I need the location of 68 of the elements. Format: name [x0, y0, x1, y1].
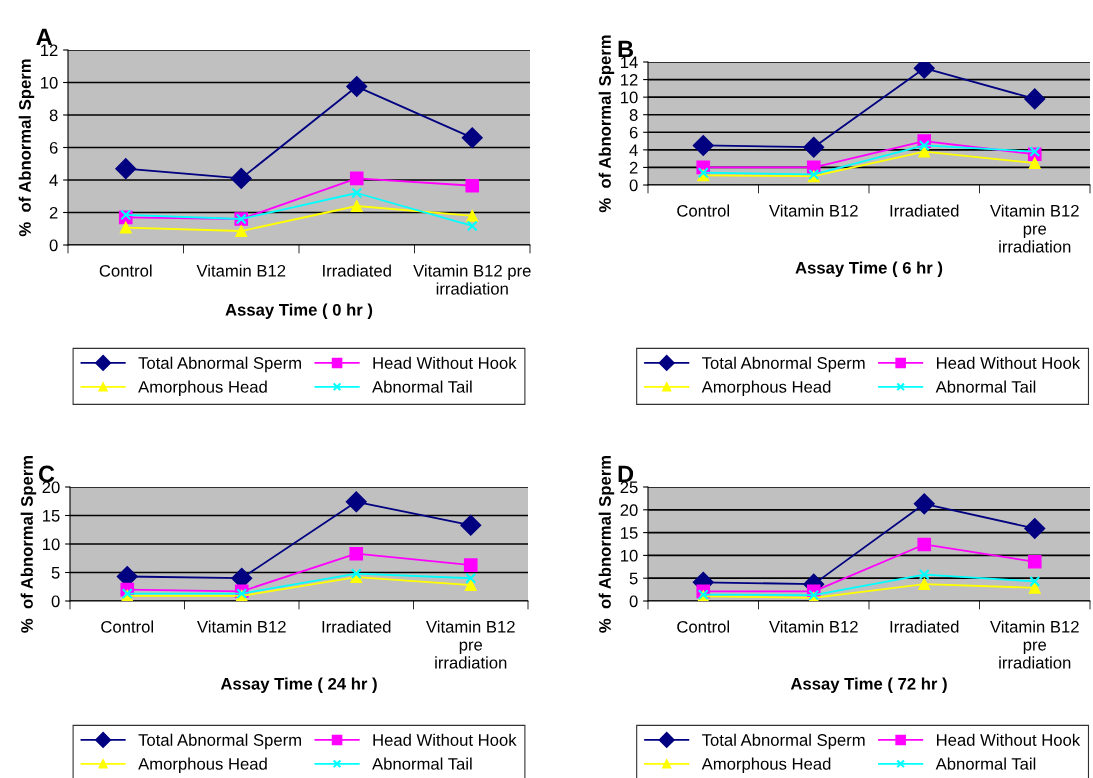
x-tick-label: Vitamin B12: [196, 264, 286, 277]
y-tick-label: 0: [629, 595, 638, 608]
x-tick-label: Vitamin B12: [769, 620, 858, 633]
x-tick-label: Vitamin B12 pre irradiation: [413, 264, 531, 295]
y-tick-label: 14: [621, 56, 638, 69]
y-tick-label: 12: [621, 73, 638, 86]
y-tick-label: 8: [49, 109, 58, 122]
y-tick-label: 20: [42, 481, 60, 494]
legend-label: Amorphous Head: [138, 380, 267, 397]
y-tick-label: 6: [49, 141, 58, 154]
x-tick-label: Control: [677, 204, 729, 217]
x-axis-title: Assay Time ( 24 hr ): [220, 677, 377, 693]
y-tick-label: 0: [629, 179, 638, 192]
y-tick-label: 10: [41, 76, 58, 89]
y-tick-label: 5: [629, 572, 638, 585]
x-tick-label: Irradiated: [323, 264, 391, 277]
x-tick-label: Vitamin B12 pre irradiation: [990, 204, 1079, 253]
x-tick-label: Irradiated: [890, 204, 959, 217]
legend-label: Head Without Hook: [937, 733, 1081, 746]
y-axis-title: % of Abnormal Sperm: [20, 455, 37, 633]
y-tick-label: 12: [41, 44, 58, 57]
legend-label: Amorphous Head: [701, 380, 831, 397]
legend-label: Total Abnormal Sperm: [138, 733, 301, 750]
legend-label: Abnormal Tail: [935, 380, 1036, 393]
x-tick-label: Vitamin B12 pre irradiation: [426, 620, 515, 669]
y-tick-label: 15: [43, 510, 60, 522]
y-tick-label: 15: [621, 527, 638, 539]
x-tick-label: Control: [99, 264, 152, 277]
legend-label: Amorphous Head: [701, 757, 831, 774]
y-tick-label: 0: [49, 239, 58, 252]
y-tick-label: 25: [620, 481, 638, 494]
legend-label: Abnormal Tail: [372, 380, 472, 393]
legend-label: Total Abnormal Sperm: [138, 356, 301, 373]
legend-label: Head Without Hook: [373, 733, 517, 746]
y-tick-label: 2: [629, 161, 638, 174]
legend-label: Total Abnormal Sperm: [702, 356, 865, 373]
legend-label: Head Without Hook: [937, 356, 1081, 369]
x-tick-label: Irradiated: [322, 620, 391, 633]
x-tick-label: Control: [677, 620, 729, 633]
legend-label: Amorphous Head: [138, 757, 267, 774]
y-tick-label: 10: [621, 91, 638, 104]
legend-label: Abnormal Tail: [372, 757, 472, 770]
y-tick-label: 4: [629, 144, 638, 156]
y-axis-title: % of Abnormal Sperm: [18, 59, 35, 237]
y-tick-label: 6: [629, 126, 638, 139]
x-axis-title: Assay Time ( 6 hr ): [795, 261, 943, 277]
x-tick-label: Vitamin B12: [769, 204, 858, 217]
y-tick-label: 20: [620, 504, 638, 516]
x-axis-title: Assay Time ( 72 hr ): [790, 677, 947, 693]
y-tick-label: 5: [51, 567, 60, 579]
legend-label: Abnormal Tail: [935, 757, 1036, 770]
y-tick-label: 10: [621, 549, 638, 562]
y-tick-label: 4: [49, 174, 58, 187]
y-tick-label: 0: [51, 595, 60, 608]
y-tick-label: 2: [49, 206, 58, 219]
x-tick-label: Vitamin B12: [197, 620, 286, 633]
x-tick-label: Control: [101, 620, 153, 633]
legend-label: Head Without Hook: [373, 356, 517, 369]
y-axis-title: % of Abnormal Sperm: [598, 35, 615, 213]
chart-title: B: [618, 40, 634, 58]
x-tick-label: Vitamin B12 pre irradiation: [990, 620, 1079, 669]
chart-title: C: [38, 465, 55, 483]
y-tick-label: 8: [629, 109, 638, 121]
x-axis-title: Assay Time ( 0 hr ): [225, 303, 373, 320]
y-tick-label: 10: [43, 538, 60, 551]
x-tick-label: Irradiated: [890, 620, 959, 633]
y-axis-title: % of Abnormal Sperm: [598, 455, 615, 633]
legend-label: Total Abnormal Sperm: [702, 733, 865, 750]
